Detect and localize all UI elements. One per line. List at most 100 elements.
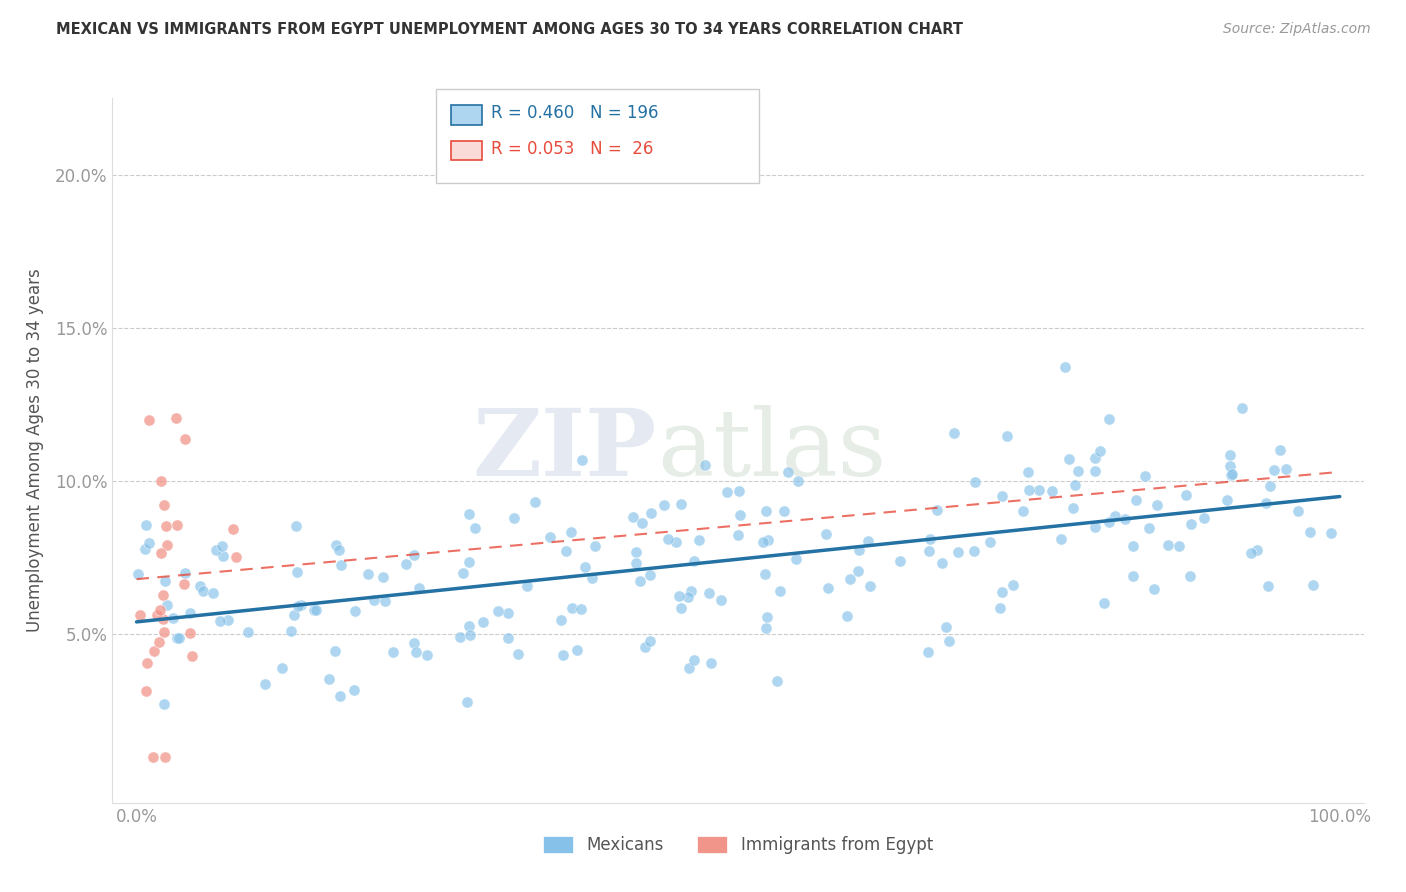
Point: [283, 608, 305, 623]
Point: [935, 620, 957, 634]
Point: [1057, 452, 1080, 467]
Point: [138, 536, 160, 550]
Point: [697, 586, 720, 600]
Point: [583, 539, 606, 553]
Point: [623, 509, 645, 524]
Point: [638, 633, 661, 648]
Point: [991, 489, 1014, 503]
Point: [1050, 532, 1073, 546]
Point: [329, 558, 352, 572]
Point: [280, 624, 302, 638]
Point: [1097, 515, 1119, 529]
Point: [550, 613, 572, 627]
Point: [166, 518, 188, 533]
Point: [150, 546, 173, 560]
Point: [1114, 512, 1136, 526]
Point: [1258, 479, 1281, 493]
Point: [524, 494, 547, 508]
Point: [146, 607, 169, 622]
Point: [458, 507, 481, 521]
Point: [290, 598, 312, 612]
Point: [211, 539, 233, 553]
Point: [153, 498, 176, 512]
Point: [555, 544, 578, 558]
Point: [1067, 465, 1090, 479]
Point: [155, 519, 177, 533]
Point: [776, 465, 799, 479]
Point: [325, 538, 347, 552]
Point: [402, 635, 425, 649]
Point: [631, 516, 654, 530]
Point: [1216, 492, 1239, 507]
Point: [149, 603, 172, 617]
Point: [963, 544, 986, 558]
Point: [287, 599, 309, 614]
Point: [918, 544, 941, 558]
Point: [162, 611, 184, 625]
Point: [1263, 463, 1285, 477]
Point: [254, 677, 277, 691]
Point: [284, 519, 307, 533]
Point: [995, 429, 1018, 443]
Point: [374, 594, 396, 608]
Y-axis label: Unemployment Among Ages 30 to 34 years: Unemployment Among Ages 30 to 34 years: [25, 268, 44, 632]
Point: [773, 504, 796, 518]
Point: [565, 642, 588, 657]
Point: [1219, 458, 1241, 473]
Point: [496, 632, 519, 646]
Point: [173, 577, 195, 591]
Point: [503, 510, 526, 524]
Point: [142, 643, 165, 657]
Point: [1178, 569, 1201, 583]
Point: [1143, 582, 1166, 597]
Point: [305, 603, 328, 617]
Point: [571, 452, 593, 467]
Point: [136, 657, 159, 671]
Point: [193, 584, 215, 599]
Point: [155, 574, 177, 588]
Point: [754, 567, 776, 582]
Point: [652, 498, 675, 512]
Point: [988, 601, 1011, 615]
Point: [766, 673, 789, 688]
Point: [1156, 538, 1178, 552]
Point: [700, 656, 723, 670]
Point: [135, 518, 157, 533]
Point: [516, 579, 538, 593]
Point: [1175, 488, 1198, 502]
Point: [1122, 539, 1144, 553]
Point: [1133, 469, 1156, 483]
Point: [938, 634, 960, 648]
Point: [787, 474, 810, 488]
Point: [222, 522, 245, 536]
Point: [134, 542, 156, 557]
Point: [1122, 569, 1144, 583]
Point: [202, 586, 225, 600]
Point: [756, 533, 779, 548]
Point: [153, 749, 176, 764]
Point: [179, 606, 201, 620]
Point: [153, 697, 176, 711]
Point: [730, 508, 752, 522]
Point: [416, 648, 439, 663]
Point: [181, 649, 204, 664]
Text: atlas: atlas: [657, 406, 886, 495]
Point: [343, 604, 366, 618]
Point: [1018, 483, 1040, 498]
Point: [225, 549, 247, 564]
Point: [1097, 411, 1119, 425]
Point: [838, 572, 860, 586]
Point: [856, 534, 879, 549]
Point: [318, 672, 340, 686]
Text: Source: ZipAtlas.com: Source: ZipAtlas.com: [1223, 22, 1371, 37]
Point: [169, 631, 191, 645]
Point: [1240, 546, 1263, 560]
Point: [665, 535, 688, 549]
Point: [1167, 540, 1189, 554]
Point: [1230, 401, 1253, 415]
Point: [963, 475, 986, 490]
Point: [752, 535, 775, 549]
Point: [155, 599, 177, 613]
Point: [668, 589, 690, 603]
Point: [395, 557, 418, 571]
